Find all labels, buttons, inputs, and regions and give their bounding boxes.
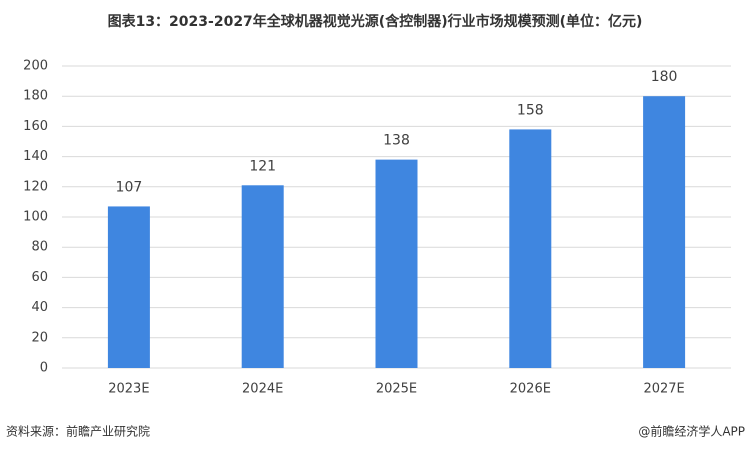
bar xyxy=(509,129,552,368)
y-tick-label: 40 xyxy=(31,300,48,315)
data-label: 138 xyxy=(383,133,410,149)
y-tick-label: 80 xyxy=(31,240,48,255)
data-label: 158 xyxy=(517,102,544,118)
x-tick-label: 2023E xyxy=(108,382,149,397)
bar xyxy=(107,206,150,368)
credit: @前瞻经济学人APP xyxy=(638,424,745,439)
data-label: 107 xyxy=(116,179,143,195)
y-tick-label: 180 xyxy=(23,89,48,104)
y-tick-label: 120 xyxy=(23,179,48,194)
y-tick-label: 140 xyxy=(23,149,48,164)
y-tick-label: 20 xyxy=(31,330,48,345)
x-tick-label: 2026E xyxy=(510,382,551,397)
y-tick-label: 0 xyxy=(40,361,48,376)
y-tick-label: 200 xyxy=(23,59,48,74)
bar xyxy=(643,96,686,368)
y-tick-label: 100 xyxy=(23,210,48,225)
y-tick-label: 60 xyxy=(31,270,48,285)
chart-title: 图表13：2023-2027年全球机器视觉光源(含控制器)行业市场规模预测(单位… xyxy=(108,13,643,30)
bar xyxy=(375,159,418,368)
x-tick-label: 2025E xyxy=(376,382,417,397)
x-tick-label: 2027E xyxy=(643,382,684,397)
data-label: 180 xyxy=(651,69,678,85)
data-label: 121 xyxy=(249,158,276,174)
x-tick-label: 2024E xyxy=(242,382,283,397)
source: 资料来源：前瞻产业研究院 xyxy=(6,424,150,439)
y-tick-label: 160 xyxy=(23,119,48,134)
bar xyxy=(241,185,284,368)
